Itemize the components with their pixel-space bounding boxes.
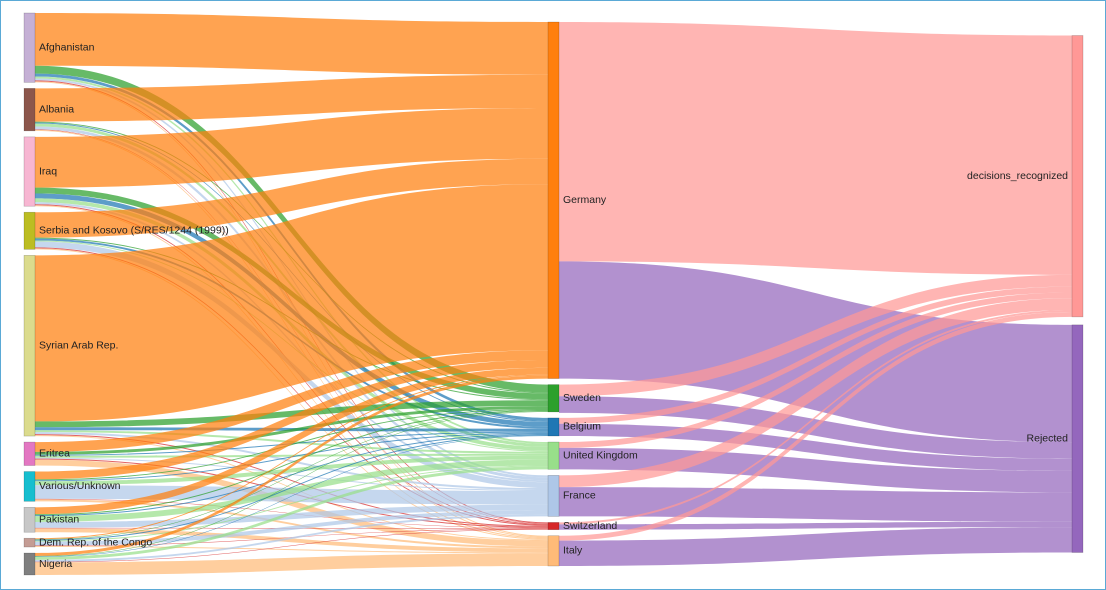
node-sweden[interactable] [547, 384, 560, 413]
sankey-links [35, 13, 1072, 575]
link-syrian-arab-rep-to-sweden[interactable] [35, 400, 548, 428]
label-pakistan: Pakistan [39, 514, 79, 526]
label-belgium: Belgium [563, 421, 601, 433]
link-germany-to-rejected[interactable] [559, 261, 1072, 443]
label-italy: Italy [563, 545, 583, 557]
node-rejected[interactable] [1071, 324, 1084, 553]
label-afghanistan: Afghanistan [39, 41, 95, 53]
label-eritrea: Eritrea [39, 448, 70, 460]
link-various-unknown-to-sweden[interactable] [35, 409, 548, 481]
link-nigeria-to-switzerland[interactable] [35, 529, 548, 563]
node-pakistan[interactable] [23, 507, 36, 533]
sankey-labels: Afghanistan Albania Iraq Serbia and Kosovo … [39, 41, 1068, 569]
node-united-kingdom[interactable] [547, 441, 560, 470]
link-serbia-and-kosovo-s-res-1244-1999-to-switzerland[interactable] [35, 247, 548, 526]
node-nigeria[interactable] [23, 552, 36, 576]
link-germany-to-decisions-recognized[interactable] [559, 22, 1072, 275]
link-sweden-to-decisions-recognized[interactable] [559, 274, 1072, 397]
node-dem-rep-of-the-congo[interactable] [23, 537, 36, 548]
link-albania-to-germany[interactable] [35, 74, 548, 122]
node-serbia-and-kosovo-s-res-1244-1999[interactable] [23, 211, 36, 250]
node-syrian-arab-rep[interactable] [23, 255, 36, 437]
link-pakistan-to-united-kingdom[interactable] [35, 459, 548, 522]
node-france[interactable] [547, 475, 560, 517]
link-pakistan-to-france[interactable] [35, 504, 548, 528]
link-pakistan-to-germany[interactable] [35, 367, 548, 515]
link-dem-rep-of-the-congo-to-united-kingdom[interactable] [35, 465, 548, 542]
link-nigeria-to-belgium[interactable] [35, 435, 548, 557]
label-syrian-arab-rep: Syrian Arab Rep. [39, 339, 118, 351]
link-dem-rep-of-the-congo-to-sweden[interactable] [35, 410, 548, 540]
sankey-nodes [23, 12, 1084, 576]
link-syrian-arab-rep-to-germany[interactable] [35, 184, 548, 422]
node-iraq[interactable] [23, 136, 36, 207]
link-italy-to-decisions-recognized[interactable] [559, 311, 1072, 541]
link-eritrea-to-united-kingdom[interactable] [35, 453, 548, 458]
link-syrian-arab-rep-to-france[interactable] [35, 432, 548, 491]
link-pakistan-to-belgium[interactable] [35, 433, 548, 517]
node-germany[interactable] [547, 21, 560, 379]
label-iraq: Iraq [39, 165, 57, 177]
label-sweden: Sweden [563, 392, 601, 404]
label-united-kingdom: United Kingdom [563, 449, 638, 461]
link-iraq-to-germany[interactable] [35, 107, 548, 188]
link-italy-to-rejected[interactable] [559, 527, 1072, 566]
link-dem-rep-of-the-congo-to-italy[interactable] [35, 546, 548, 554]
node-belgium[interactable] [547, 417, 560, 437]
link-afghanistan-to-germany[interactable] [35, 13, 548, 75]
link-united-kingdom-to-decisions-recognized[interactable] [559, 292, 1072, 448]
link-serbia-and-kosovo-s-res-1244-1999-to-italy[interactable] [35, 248, 548, 540]
link-eritrea-to-germany[interactable] [35, 350, 548, 452]
link-various-unknown-to-germany[interactable] [35, 360, 548, 480]
link-pakistan-to-sweden[interactable] [35, 409, 548, 516]
label-rejected: Rejected [1027, 432, 1069, 444]
link-switzerland-to-decisions-recognized[interactable] [559, 310, 1072, 525]
link-belgium-to-rejected[interactable] [559, 423, 1072, 471]
link-various-unknown-to-italy[interactable] [35, 499, 548, 549]
node-various-unknown[interactable] [23, 471, 36, 502]
label-germany: Germany [563, 194, 607, 206]
link-syrian-arab-rep-to-switzerland[interactable] [35, 434, 548, 527]
label-various-unknown: Various/Unknown [39, 480, 121, 492]
link-eritrea-to-sweden[interactable] [35, 406, 548, 455]
node-italy[interactable] [547, 535, 560, 567]
link-switzerland-to-rejected[interactable] [559, 521, 1072, 530]
label-dem-rep-of-the-congo: Dem. Rep. of the Congo [39, 536, 152, 548]
link-nigeria-to-france[interactable] [35, 514, 548, 562]
link-nigeria-to-united-kingdom[interactable] [35, 466, 548, 560]
link-belgium-to-decisions-recognized[interactable] [559, 286, 1072, 424]
link-various-unknown-to-france[interactable] [35, 485, 548, 505]
node-albania[interactable] [23, 88, 36, 132]
link-dem-rep-of-the-congo-to-belgium[interactable] [35, 434, 548, 541]
node-decisions-recognized[interactable] [1071, 35, 1084, 318]
label-albania: Albania [39, 103, 74, 115]
node-afghanistan[interactable] [23, 12, 36, 83]
label-nigeria: Nigeria [39, 558, 72, 570]
link-dem-rep-of-the-congo-to-france[interactable] [35, 510, 548, 546]
label-switzerland: Switzerland [563, 520, 617, 532]
link-various-unknown-to-united-kingdom[interactable] [35, 455, 548, 486]
link-nigeria-to-sweden[interactable] [35, 411, 548, 557]
link-nigeria-to-germany[interactable] [35, 375, 548, 556]
label-france: France [563, 490, 596, 502]
link-dem-rep-of-the-congo-to-germany[interactable] [35, 374, 548, 540]
link-france-to-decisions-recognized[interactable] [559, 298, 1072, 488]
label-serbia-and-kosovo-s-res-1244-1999: Serbia and Kosovo (S/RES/1244 (1999)) [39, 225, 229, 237]
link-nigeria-to-italy[interactable] [35, 553, 548, 575]
node-switzerland[interactable] [547, 522, 560, 531]
node-eritrea[interactable] [23, 441, 36, 466]
link-serbia-and-kosovo-s-res-1244-1999-to-germany[interactable] [35, 158, 548, 238]
label-decisions-recognized: decisions_recognized [967, 170, 1068, 182]
